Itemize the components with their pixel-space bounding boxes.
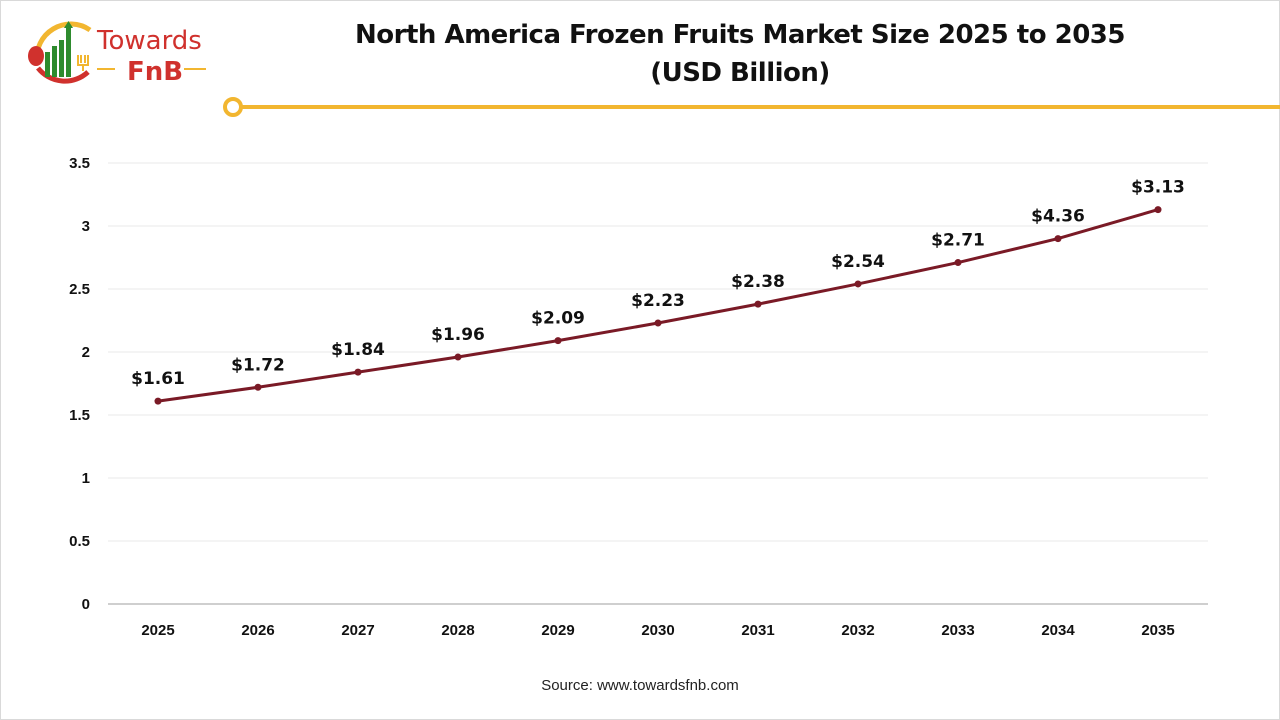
data-label: $2.71 [931, 231, 985, 251]
logo: Towards FnB [28, 21, 206, 87]
logo-bar [45, 52, 50, 77]
y-tick-label: 0 [82, 596, 90, 613]
data-point [1154, 206, 1162, 214]
logo-arc-bottom [36, 66, 90, 84]
data-label: $1.84 [331, 340, 385, 360]
y-tick-label: 3.5 [69, 155, 90, 172]
data-point [654, 319, 662, 327]
data-label: $2.54 [831, 252, 885, 272]
data-point [354, 368, 362, 376]
x-tick-label: 2033 [941, 622, 974, 639]
fork-icon [77, 55, 89, 71]
data-label: $4.36 [1031, 207, 1085, 227]
data-label: $2.38 [731, 272, 785, 292]
chart-title-block: North America Frozen Fruits Market Size … [300, 16, 1180, 92]
data-point [954, 259, 962, 267]
data-label: $2.23 [631, 291, 685, 311]
x-tick-label: 2028 [441, 622, 474, 639]
x-tick-label: 2029 [541, 622, 574, 639]
data-point [454, 353, 462, 361]
data-point [254, 383, 262, 391]
data-label: $1.72 [231, 355, 285, 375]
y-tick-label: 1.5 [69, 407, 90, 424]
data-label: $1.96 [431, 325, 485, 345]
x-tick-label: 2025 [141, 622, 174, 639]
x-tick-label: 2026 [241, 622, 274, 639]
header-rule-dot [223, 97, 243, 117]
data-point [754, 300, 762, 308]
x-tick-label: 2031 [741, 622, 774, 639]
logo-text-towards: Towards [96, 26, 202, 56]
x-tick-label: 2035 [1141, 622, 1174, 639]
data-label: $1.61 [131, 369, 185, 389]
logo-arrow [64, 21, 73, 28]
chart-title: North America Frozen Fruits Market Size … [355, 20, 1125, 50]
y-tick-label: 0.5 [69, 533, 90, 550]
logo-bar [59, 40, 64, 77]
logo-bar [52, 46, 57, 77]
y-tick-label: 2.5 [69, 281, 90, 298]
source-note: Source: www.towardsfnb.com [541, 677, 739, 694]
x-tick-label: 2030 [641, 622, 674, 639]
x-tick-label: 2034 [1041, 622, 1075, 639]
data-point [154, 397, 162, 405]
y-tick-label: 2 [82, 344, 90, 361]
y-tick-label: 1 [82, 470, 90, 487]
data-point [1054, 235, 1062, 243]
data-point [854, 280, 862, 288]
spoon-icon [28, 46, 44, 66]
x-tick-label: 2032 [841, 622, 874, 639]
data-label: $2.09 [531, 309, 585, 329]
logo-text-fnb: FnB [127, 57, 183, 87]
chart-subtitle: (USD Billion) [650, 58, 830, 88]
y-tick-label: 3 [82, 218, 90, 235]
x-tick-label: 2027 [341, 622, 374, 639]
data-point [554, 337, 562, 345]
data-label: $3.13 [1131, 178, 1185, 198]
logo-bar [66, 28, 71, 77]
